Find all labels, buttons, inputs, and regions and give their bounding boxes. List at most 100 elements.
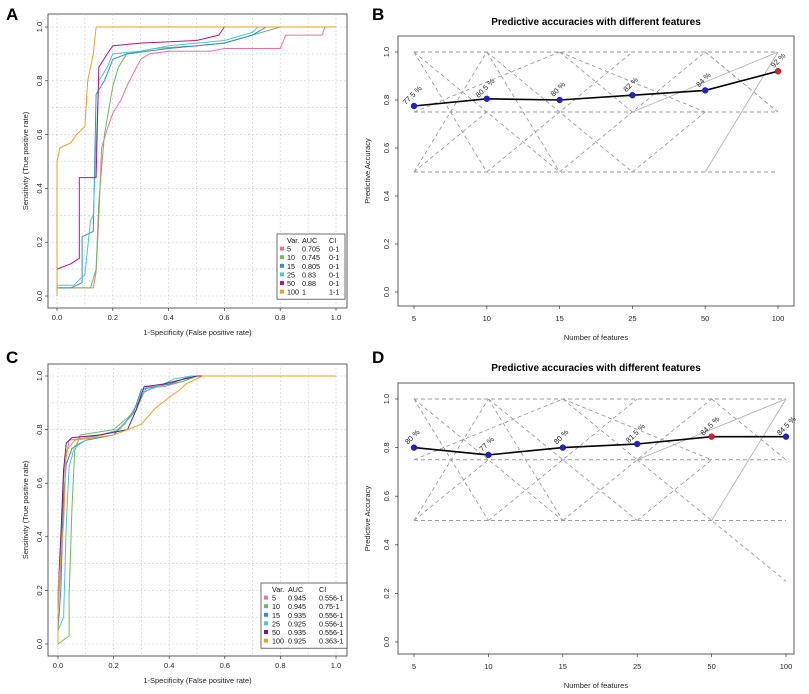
roc-chart-a: 0.0 0.2 0.4 0.6 0.8 1.0 0.0 0.2 0.4 0.6 0.8 1.0 1-Sp… — [21, 13, 348, 337]
legend-var: 25 — [287, 270, 295, 279]
x-tick-label: 0.2 — [108, 661, 118, 670]
legend-auc: 0.88 — [302, 279, 316, 288]
y-tick-label: 0.8 — [35, 76, 44, 86]
reference-line — [711, 398, 787, 461]
legend-var: 10 — [287, 253, 295, 262]
reference-line — [704, 51, 779, 173]
y-tick-label: 1.0 — [35, 371, 44, 381]
data-point-10 — [485, 451, 492, 459]
reference-line — [488, 398, 564, 521]
roc-curve-100 — [56, 26, 336, 296]
accuracy-line — [413, 70, 779, 107]
y-axis-label: Predictive Accuracy — [363, 486, 372, 552]
y-axis-label: Predictive Accuracy — [363, 138, 372, 204]
y-tick-label: 0.4 — [382, 540, 391, 550]
legend-swatch-10 — [264, 604, 268, 609]
x-tick-label: 0.6 — [219, 313, 229, 322]
x-tick-label: 1.0 — [331, 313, 341, 322]
y-tick-label: 0.8 — [382, 95, 391, 105]
reference-line — [413, 398, 563, 461]
legend-header: Var. — [287, 236, 299, 245]
x-tick-label: 10 — [483, 314, 491, 323]
data-point-15 — [559, 444, 566, 451]
legend-swatch-5 — [264, 595, 268, 600]
legend-auc: 0.945 — [288, 602, 306, 611]
legend-swatch-100 — [280, 289, 284, 294]
panel-label-c: C — [6, 348, 18, 367]
legend-auc: 1 — [302, 288, 306, 297]
x-axis-label: 1-Specificity (False positive rate) — [143, 676, 252, 685]
reference-line — [711, 398, 787, 521]
x-tick-label: 15 — [555, 314, 563, 323]
y-axis-label: Sensitivity (True positive rate) — [21, 111, 30, 210]
roc-curve-25 — [56, 26, 336, 296]
legend-ci: 0-1 — [329, 279, 339, 288]
legend-var: 100 — [272, 637, 284, 646]
y-tick-label: 1.0 — [35, 22, 44, 32]
legend-auc: 0.945 — [288, 594, 306, 603]
legend-var: 50 — [287, 279, 295, 288]
legend-header: CI — [319, 585, 326, 594]
x-tick-label: 50 — [701, 314, 709, 323]
legend-var: 5 — [272, 594, 276, 603]
legend-ci: 0-1 — [329, 262, 339, 271]
legend-ci: 0.556-1 — [319, 594, 343, 603]
roc-curve-50 — [57, 375, 336, 644]
legend-header: AUC — [302, 236, 317, 245]
data-point-5 — [410, 444, 418, 451]
legend-auc: 0.705 — [302, 245, 320, 254]
y-tick-label: 0.0 — [35, 291, 44, 301]
legend-var: 100 — [287, 288, 299, 297]
y-tick-label: 0.0 — [382, 637, 391, 647]
y-tick-label: 0.2 — [382, 239, 391, 249]
data-point-25 — [634, 440, 641, 448]
reference-line — [413, 459, 489, 521]
legend-var: 5 — [287, 245, 291, 254]
panel-label-b: B — [372, 5, 384, 24]
y-tick-label: 0.0 — [382, 287, 391, 297]
legend-auc: 0.925 — [288, 637, 306, 646]
x-tick-label: 100 — [780, 662, 793, 671]
y-tick-label: 1.0 — [382, 47, 391, 57]
legend-var: 25 — [272, 619, 280, 628]
data-point-15 — [556, 96, 563, 104]
legend-ci: 0.363-1 — [319, 637, 343, 646]
x-tick-label: 25 — [628, 314, 636, 323]
x-tick-label: 0.0 — [53, 661, 63, 670]
plot-frame — [397, 35, 795, 307]
legend-swatch-25 — [264, 621, 268, 626]
legend-ci: 0-1 — [329, 270, 339, 279]
x-tick-label: 1.0 — [331, 661, 341, 670]
x-axis-label: Number of features — [564, 681, 628, 690]
x-tick-label: 100 — [772, 314, 785, 323]
y-tick-label: 0.6 — [35, 478, 44, 488]
legend-var: 50 — [272, 628, 280, 637]
roc-chart-c: 0.0 0.2 0.4 0.6 0.8 1.0 0.0 0.2 0.4 0.6 0.8 1.0 1-Sp… — [21, 363, 348, 685]
legend-header: CI — [329, 236, 336, 245]
y-tick-label: 0.4 — [35, 532, 44, 542]
legend-auc: 0.925 — [288, 619, 306, 628]
legend-swatch-100 — [264, 638, 268, 643]
legend-box — [260, 582, 348, 649]
x-tick-label: 0.4 — [164, 661, 174, 670]
y-tick-label: 0.0 — [35, 639, 44, 649]
legend-auc: 0.935 — [288, 628, 306, 637]
roc-curve-10 — [57, 375, 336, 645]
legend-ci: 1-1 — [329, 288, 339, 297]
legend-ci: 0.556-1 — [319, 611, 343, 620]
legend-swatch-15 — [264, 612, 268, 617]
roc-curve-100 — [57, 375, 336, 644]
reference-line — [637, 398, 787, 461]
y-tick-label: 0.6 — [382, 491, 391, 501]
roc-curve-50 — [56, 26, 336, 296]
x-tick-label: 15 — [559, 662, 567, 671]
panel-label-a: A — [6, 5, 18, 24]
reference-line — [486, 51, 560, 173]
reference-line — [413, 51, 560, 173]
legend-swatch-25 — [280, 272, 284, 277]
reference-line — [704, 51, 779, 113]
roc-curve-15 — [56, 26, 336, 296]
legend-swatch-10 — [280, 255, 284, 260]
reference-line — [413, 398, 489, 521]
reference-line — [559, 51, 706, 113]
